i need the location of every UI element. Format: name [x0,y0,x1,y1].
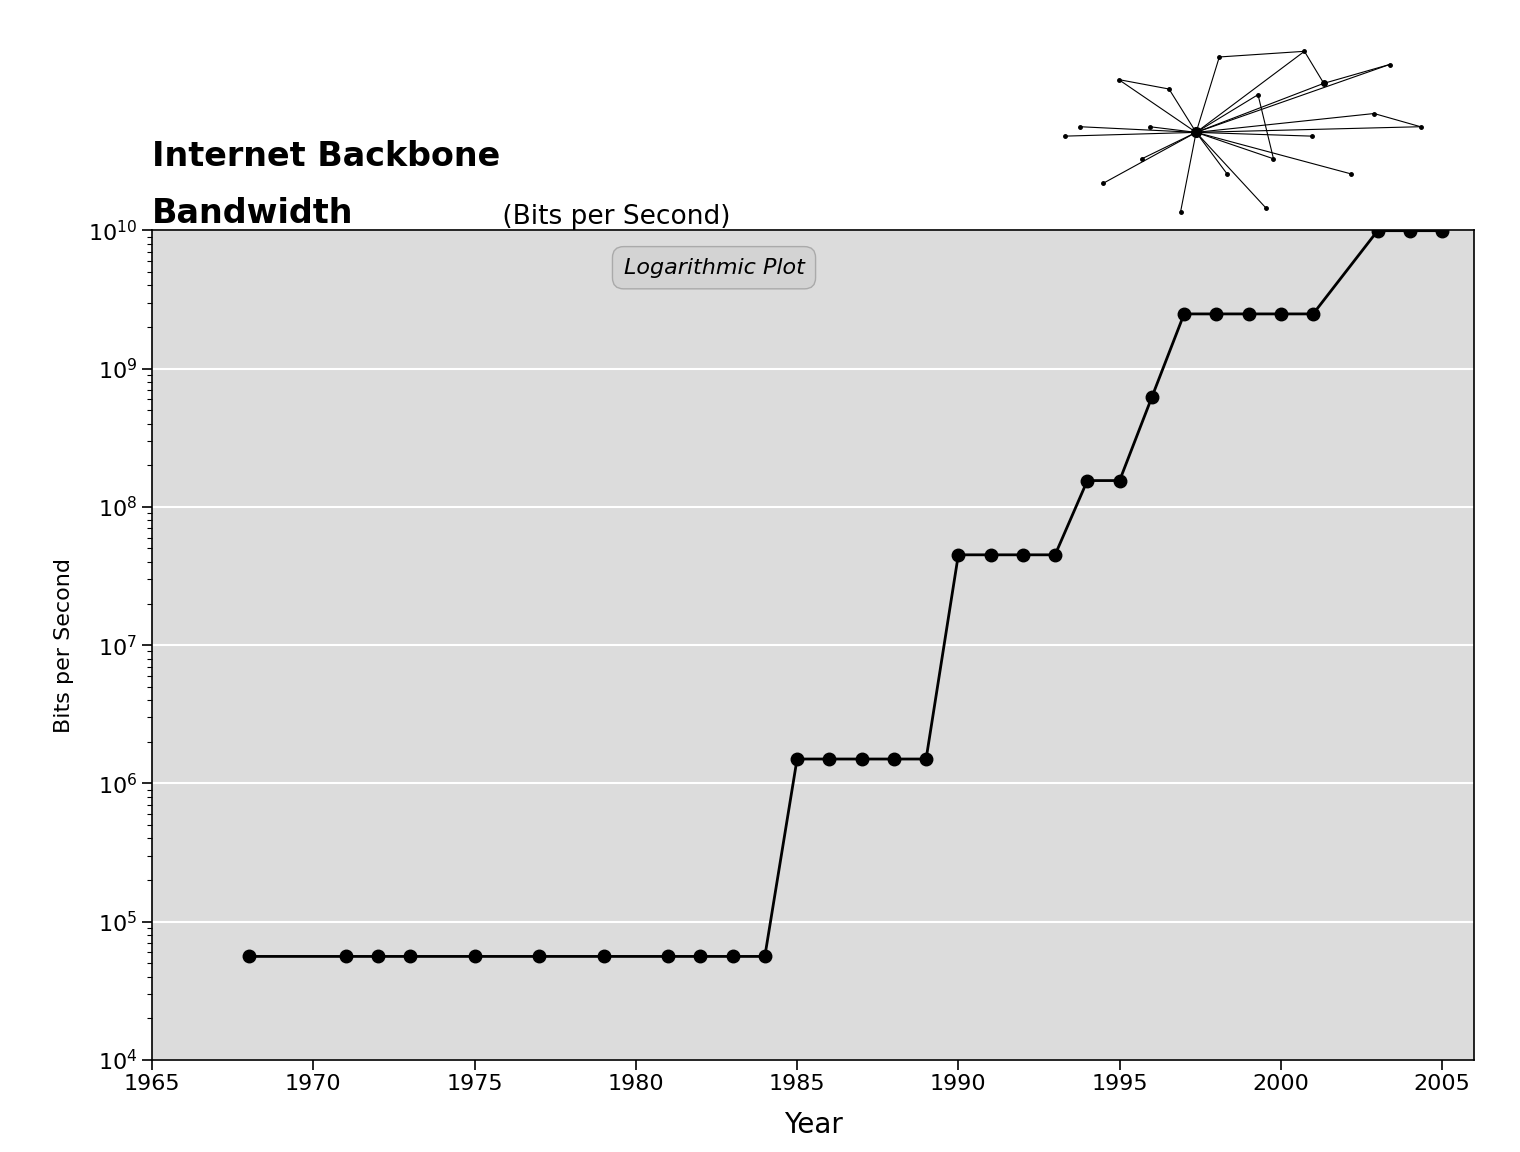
Text: Logarithmic Plot: Logarithmic Plot [623,258,804,278]
X-axis label: Year: Year [784,1111,842,1139]
Y-axis label: Bits per Second: Bits per Second [55,558,74,733]
Text: Internet Backbone: Internet Backbone [152,139,500,173]
Text: (Bits per Second): (Bits per Second) [494,204,731,230]
Text: Bandwidth: Bandwidth [152,197,354,230]
